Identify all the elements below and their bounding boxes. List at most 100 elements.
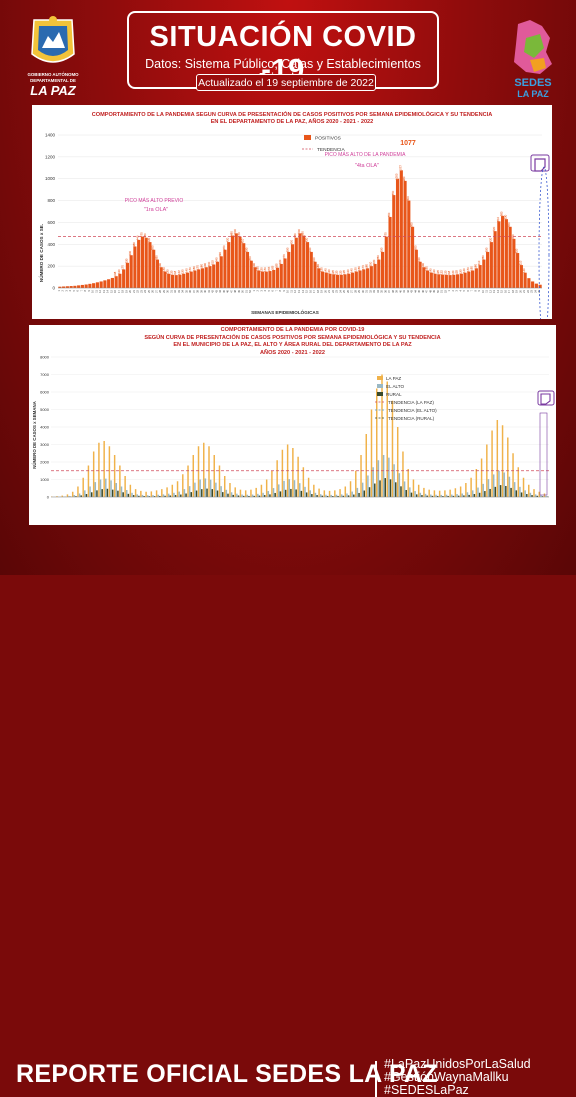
chart2-bar-2 <box>86 494 87 497</box>
chart1-x-tick: 49 <box>237 289 241 292</box>
chart1-x-tick: 16 <box>503 289 507 292</box>
chart1-x-tick: 14 <box>106 289 110 292</box>
chart1-bar <box>280 264 283 288</box>
legend-el-alto-swatch <box>377 384 383 388</box>
chart1-x-tick: 7 <box>274 289 278 291</box>
chart1-bar-label: 350 <box>151 245 155 250</box>
chart1-x-tick: 16 <box>113 289 117 292</box>
chart2-bar-1 <box>299 483 300 497</box>
chart1-x-tick: 42 <box>211 289 215 292</box>
chart1-bar-label: 470 <box>237 232 241 237</box>
chart1-bar <box>460 274 463 288</box>
current-week-highlight <box>539 167 549 319</box>
chart1-bar <box>73 286 76 288</box>
chart2-bar-0 <box>512 453 513 497</box>
legend-positivos: POSITIVOS <box>315 136 341 142</box>
chart2-bar-1 <box>498 471 499 497</box>
chart2-bar-0 <box>145 492 146 497</box>
chart2-bar-0 <box>140 491 141 497</box>
chart2-bar-0 <box>402 452 403 498</box>
chart1-bar <box>272 270 275 288</box>
chart1-bar-label: 330 <box>244 247 248 252</box>
chart1-x-tick: 9 <box>87 289 91 291</box>
chart2-bar-0 <box>355 471 356 497</box>
chart1-bar <box>332 274 335 288</box>
chart1-bar <box>347 274 350 288</box>
chart1-x-tick: 11 <box>94 289 98 292</box>
chart2-bar-1 <box>451 495 452 497</box>
chart2-bar-2 <box>379 480 380 497</box>
chart2-bar-1 <box>184 489 185 497</box>
chart2-bar-1 <box>519 487 520 497</box>
chart2-bar-0 <box>507 438 508 498</box>
department-chart-panel: COMPORTAMIENTO DE LA PANDEMIA SEGUN CURV… <box>32 105 552 319</box>
chart2-bar-2 <box>112 490 113 497</box>
chart2-bar-1 <box>503 473 504 498</box>
chart2-bar-2 <box>175 495 176 497</box>
chart1-x-tick: 3 <box>64 289 68 291</box>
chart1-bar <box>501 216 504 288</box>
chart2-bar-0 <box>523 478 524 497</box>
chart2-bar-1 <box>194 483 195 497</box>
chart2-bar-2 <box>484 491 485 497</box>
chart2-bar-0 <box>255 488 256 497</box>
chart2-bar-1 <box>226 490 227 497</box>
chart2-bar-2 <box>101 489 102 497</box>
chart1-x-tick: 43 <box>410 289 414 292</box>
chart1-bar-label: 260 <box>376 255 380 260</box>
chart1-bar-label: 210 <box>518 260 522 265</box>
chart1-bar <box>373 264 376 288</box>
chart2-bar-0 <box>366 434 367 497</box>
chart1-bar <box>396 179 399 288</box>
chart2-bar-2 <box>128 494 129 497</box>
chart1-y-tick: 400 <box>47 242 55 247</box>
chart1-x-tick: 34 <box>181 289 185 292</box>
chart2-bar-0 <box>208 446 209 497</box>
chart1-bar <box>103 280 106 288</box>
chart1-bar <box>392 195 395 288</box>
chart1-x-tick: 35 <box>380 289 384 292</box>
chart2-bar-0 <box>339 489 340 497</box>
chart1-x-tick: 39 <box>395 289 399 292</box>
chart2-bar-1 <box>493 474 494 497</box>
chart1-bar-label: 220 <box>278 259 282 264</box>
chart1-bar <box>291 244 294 288</box>
chart1-x-tick: 14 <box>301 289 305 292</box>
chart2-bar-2 <box>421 495 422 497</box>
chart1-bar-label: 230 <box>124 258 128 263</box>
chart1-bar <box>100 281 103 288</box>
chart1-x-tick: 47 <box>425 289 429 292</box>
chart2-y-tick: 0 <box>47 495 50 500</box>
chart2-bar-1 <box>294 480 295 497</box>
chart1-x-tick: 27 <box>154 289 158 292</box>
chart1-bar-label: 560 <box>507 222 511 227</box>
chart2-bar-0 <box>193 455 194 497</box>
chart1-x-tick: 45 <box>222 289 226 292</box>
chart2-bar-2 <box>364 491 365 497</box>
chart1-bar <box>85 285 88 288</box>
chart2-bar-1 <box>304 487 305 497</box>
chart1-x-tick: 19 <box>124 289 128 292</box>
chart2-bar-1 <box>210 480 211 497</box>
chart1-x-tick: 22 <box>331 289 335 292</box>
chart2-bar-0 <box>250 490 251 497</box>
chart1-bar-label: 330 <box>485 247 489 252</box>
chart1-bar-label: 470 <box>383 232 387 237</box>
chart1-bar <box>107 279 110 288</box>
chart2-bar-2 <box>91 492 92 497</box>
chart1-bar <box>400 170 403 288</box>
chart1-bar <box>437 274 440 288</box>
logo-line-1: GOBIERNO AUTÓNOMO <box>27 72 79 77</box>
chart1-x-tick: 6 <box>466 289 470 291</box>
chart2-bar-1 <box>462 494 463 498</box>
chart2-bar-2 <box>374 484 375 497</box>
chart2-bar-0 <box>350 481 351 497</box>
chart2-bar-1 <box>173 493 174 497</box>
chart2-bar-2 <box>280 491 281 497</box>
chart1-x-tick: 2 <box>256 289 260 291</box>
chart1-x-tick: 33 <box>177 289 181 292</box>
chart1-bar <box>175 275 178 288</box>
chart2-bar-0 <box>308 478 309 497</box>
gobernacion-logo: GOBIERNO AUTÓNOMO DEPARTAMENTAL DE LA PA… <box>14 12 92 98</box>
chart1-bar-label: 420 <box>488 237 492 242</box>
